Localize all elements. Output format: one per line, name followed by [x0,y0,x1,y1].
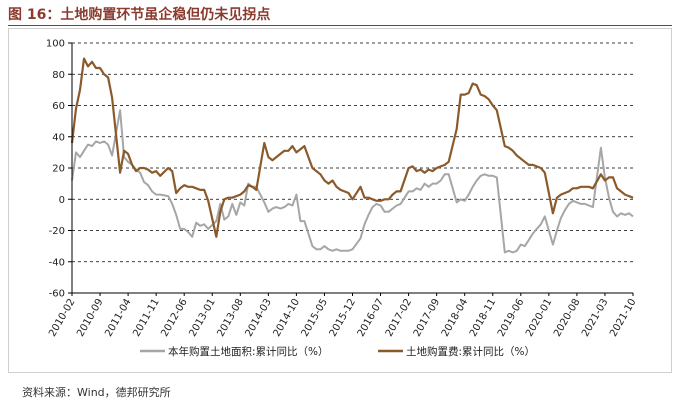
x-tick-label: 2017-09 [412,297,442,339]
title-rule [8,25,672,26]
x-tick-label: 2014-10 [272,297,302,339]
legend-label-area: 本年购置土地面积:累计同比（%） [168,345,329,358]
x-tick-label: 2021-10 [608,297,638,339]
x-tick-label: 2015-05 [300,297,330,339]
x-tick-label: 2021-03 [580,297,610,339]
y-tick-label: -60 [49,289,65,300]
x-tick-label: 2011-11 [131,297,161,339]
x-tick-label: 2019-06 [496,297,526,339]
x-tick-label: 2013-01 [187,297,217,339]
x-tick-label: 2020-08 [552,297,582,339]
legend: 本年购置土地面积:累计同比（%） 土地购置费:累计同比（%） [140,345,535,358]
x-tick-label: 2014-03 [244,297,274,339]
x-tick-label: 2016-07 [356,297,386,339]
y-tick-label: -20 [49,226,65,237]
series-line-land-cost [70,57,634,238]
x-tick-label: 2017-02 [384,297,414,339]
x-tick-label: 2010-02 [47,297,77,339]
series-lines [70,57,634,254]
x-tick-label: 2013-08 [215,297,245,339]
chart-frame [8,28,672,373]
y-tick-label: 0 [59,195,65,206]
x-tick-label: 2018-11 [468,297,498,339]
x-tick-labels: 2010-022010-092011-042011-112012-062013-… [47,293,639,339]
x-tick-label: 2010-09 [75,297,105,339]
series-line-land-area [71,109,634,254]
y-tick-label: -40 [49,257,65,268]
x-tick-label: 2015-12 [328,297,358,339]
source-note: 资料来源：Wind，德邦研究所 [22,386,171,399]
figure-title: 图 16：土地购置环节虽企稳但仍未见拐点 [8,7,271,23]
y-tick-labels: 100 80 60 40 20 0 -20 -40 -60 [46,39,65,300]
legend-label-cost: 土地购置费:累计同比（%） [406,345,535,358]
gridlines [68,42,633,294]
y-tick-label: 60 [52,101,65,112]
x-tick-label: 2018-04 [440,297,470,339]
x-tick-label: 2020-01 [524,297,554,339]
y-tick-label: 20 [52,164,65,175]
x-tick-label: 2011-04 [103,297,133,339]
y-tick-label: 40 [52,132,65,143]
y-tick-label: 80 [52,70,65,81]
y-tick-label: 100 [46,39,65,50]
x-tick-label: 2012-06 [159,297,189,339]
